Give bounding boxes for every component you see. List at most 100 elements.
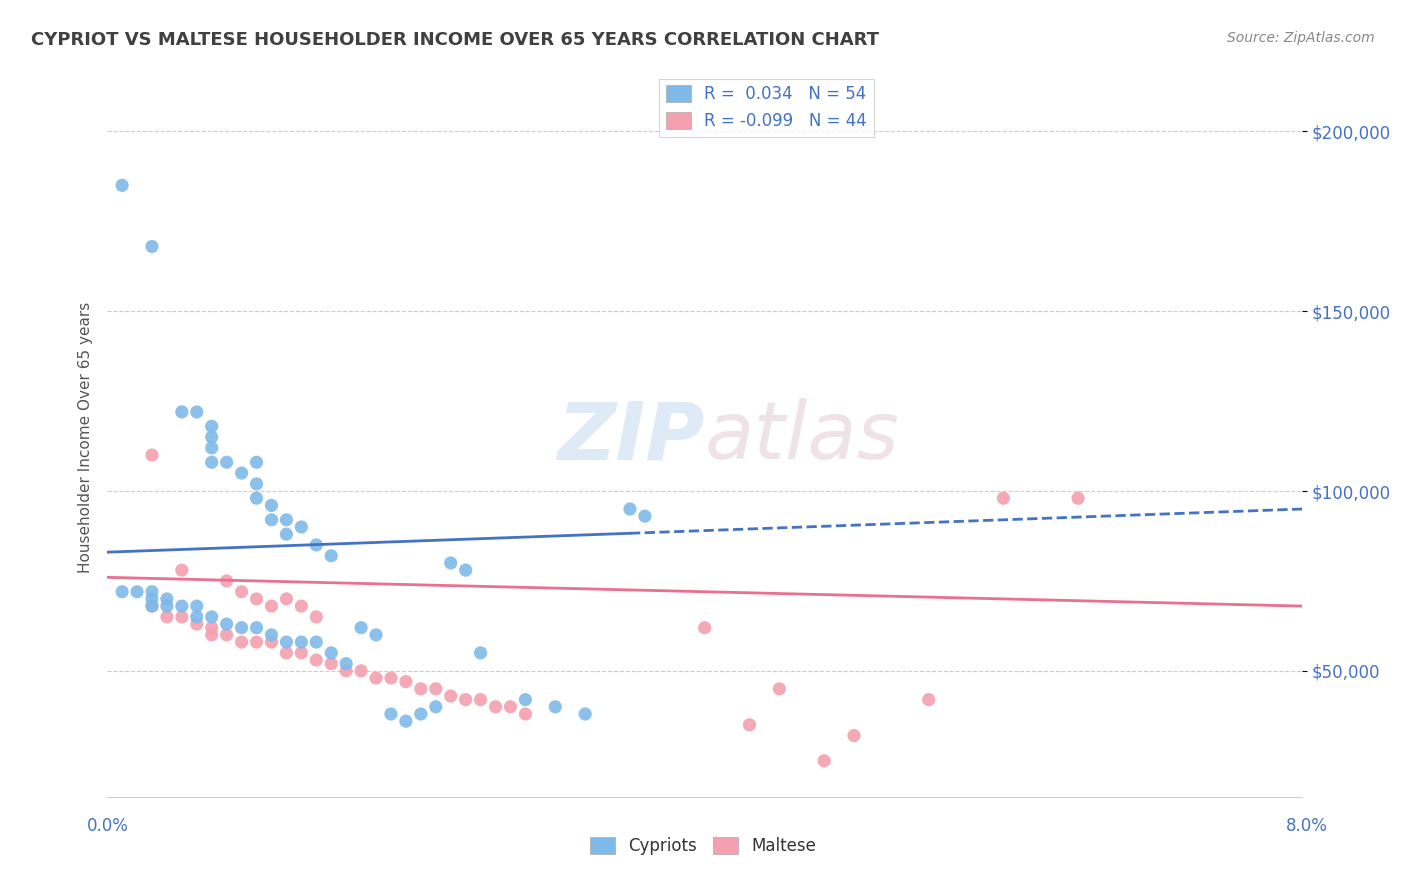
Point [335,664,357,678]
Point [111,584,134,599]
Point [574,706,596,721]
Point [276,646,298,660]
Point [440,556,463,570]
Point [231,635,253,649]
Legend: Cypriots, Maltese: Cypriots, Maltese [583,830,823,862]
Point [186,610,208,624]
Point [201,430,224,444]
Point [484,699,506,714]
Point [245,491,267,506]
Point [186,599,208,613]
Text: Source: ZipAtlas.com: Source: ZipAtlas.com [1227,31,1375,45]
Point [186,617,208,632]
Point [231,466,253,480]
Text: 0.0%: 0.0% [87,817,129,835]
Point [470,646,492,660]
Point [245,591,267,606]
Text: ZIP: ZIP [557,398,704,476]
Point [918,692,941,706]
Point [215,574,238,588]
Point [215,455,238,469]
Point [499,699,522,714]
Point [201,441,224,455]
Point [186,405,208,419]
Point [215,617,238,632]
Point [111,178,134,193]
Point [1067,491,1090,506]
Point [395,674,418,689]
Point [380,671,402,685]
Point [170,610,193,624]
Point [260,499,283,513]
Point [693,621,716,635]
Point [380,706,402,721]
Point [305,610,328,624]
Point [544,699,567,714]
Point [201,628,224,642]
Point [170,599,193,613]
Point [619,502,641,516]
Point [440,689,463,703]
Text: atlas: atlas [704,398,900,476]
Point [276,591,298,606]
Legend: R =  0.034   N = 54, R = -0.099   N = 44: R = 0.034 N = 54, R = -0.099 N = 44 [659,78,873,136]
Point [125,584,148,599]
Point [260,635,283,649]
Point [305,635,328,649]
Point [141,591,163,606]
Y-axis label: Householder Income Over 65 years: Householder Income Over 65 years [79,301,93,573]
Point [156,599,179,613]
Point [305,538,328,552]
Point [276,513,298,527]
Point [993,491,1015,506]
Point [276,527,298,541]
Point [425,681,447,696]
Point [260,513,283,527]
Point [156,610,179,624]
Point [364,671,387,685]
Point [260,628,283,642]
Point [141,239,163,253]
Point [454,692,477,706]
Point [335,657,357,671]
Point [231,621,253,635]
Point [231,584,253,599]
Point [290,599,312,613]
Point [425,699,447,714]
Text: 8.0%: 8.0% [1285,817,1327,835]
Text: CYPRIOT VS MALTESE HOUSEHOLDER INCOME OVER 65 YEARS CORRELATION CHART: CYPRIOT VS MALTESE HOUSEHOLDER INCOME OV… [31,31,879,49]
Point [515,706,537,721]
Point [395,714,418,729]
Point [364,628,387,642]
Point [201,455,224,469]
Point [321,646,343,660]
Point [170,563,193,577]
Point [305,653,328,667]
Point [170,405,193,419]
Point [245,455,267,469]
Point [141,599,163,613]
Point [842,729,865,743]
Point [321,549,343,563]
Point [290,520,312,534]
Point [141,599,163,613]
Point [156,591,179,606]
Point [768,681,790,696]
Point [409,681,432,696]
Point [634,509,657,524]
Point [738,718,761,732]
Point [409,706,432,721]
Point [350,664,373,678]
Point [141,448,163,462]
Point [260,599,283,613]
Point [515,692,537,706]
Point [454,563,477,577]
Point [201,621,224,635]
Point [290,635,312,649]
Point [350,621,373,635]
Point [245,476,267,491]
Point [215,628,238,642]
Point [245,635,267,649]
Point [321,657,343,671]
Point [201,610,224,624]
